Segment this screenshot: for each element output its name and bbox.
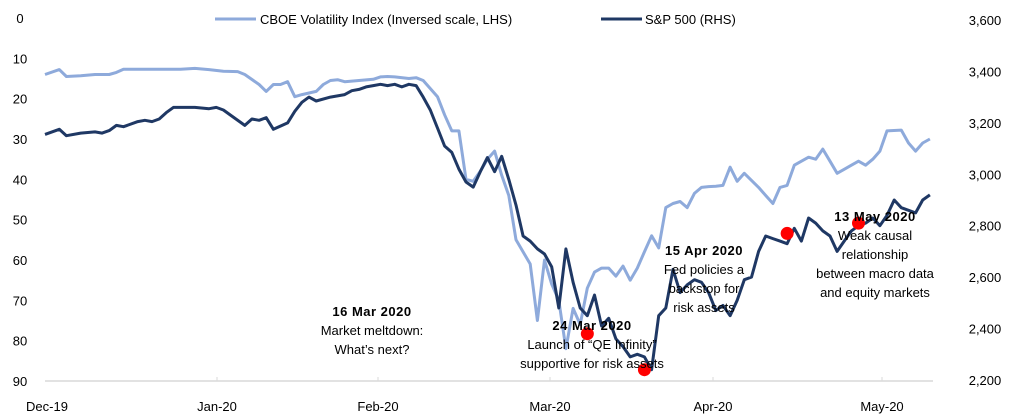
annotations-layer: 16 Mar 2020 Market meltdown: What’s next? 2… [321, 209, 935, 371]
event-marker [637, 363, 651, 377]
right-y-tick-label: 2,400 [969, 322, 1002, 337]
annotation-text: between macro data [816, 266, 935, 281]
legend: CBOE Volatility Index (Inversed scale, L… [215, 12, 736, 27]
left-y-tick-label: 90 [13, 374, 27, 389]
left-y-tick-label: 30 [13, 132, 27, 147]
annotation-date: 15 Apr 2020 [665, 243, 743, 258]
sp500-series-line [44, 82, 931, 372]
left-y-tick-label: 70 [13, 293, 27, 308]
annotation-date: 16 Mar 2020 [332, 304, 411, 319]
right-y-tick-label: 3,000 [969, 167, 1002, 182]
markers-layer [580, 216, 866, 377]
annotation-text: Weak causal [838, 228, 912, 243]
axes: Dec-19 Jan-20 Feb-20 Mar-20 Apr-20 May-20 0 10 2… [13, 11, 1002, 414]
annotation-text: risk assets [673, 300, 735, 315]
annotation-text: Launch of “QE Infinity” [527, 337, 656, 352]
annotation-text: and equity markets [820, 285, 930, 300]
annotation-text: Market meltdown: [321, 323, 424, 338]
right-y-tick-label: 3,400 [969, 64, 1002, 79]
series-layer [44, 66, 931, 372]
left-y-tick-label: 10 [13, 51, 27, 66]
x-tick-label: Mar-20 [529, 399, 570, 414]
right-y-tick-label: 3,200 [969, 116, 1002, 131]
annotation-text: supportive for risk assets [520, 356, 664, 371]
x-tick-label: Jan-20 [197, 399, 237, 414]
left-y-tick-label: 50 [13, 213, 27, 228]
annotation-date: 13 May 2020 [834, 209, 915, 224]
right-y-tick-label: 2,600 [969, 270, 1002, 285]
legend-label-sp500: S&P 500 (RHS) [645, 12, 736, 27]
left-y-tick-label: 80 [13, 334, 27, 349]
annotation-text: What’s next? [335, 342, 410, 357]
event-marker [852, 216, 866, 230]
left-y-tick-label: 20 [13, 92, 27, 107]
x-tick-label: Feb-20 [357, 399, 398, 414]
vix-series-line [44, 66, 931, 351]
left-y-tick-label: 60 [13, 253, 27, 268]
annotation-text: backstop for [669, 281, 740, 296]
right-y-tick-label: 3,600 [969, 13, 1002, 28]
left-y-tick-label: 0 [16, 11, 23, 26]
legend-label-vix: CBOE Volatility Index (Inversed scale, L… [260, 12, 512, 27]
left-y-tick-label: 40 [13, 172, 27, 187]
x-tick-label: Dec-19 [26, 399, 68, 414]
x-tick-label: Apr-20 [693, 399, 732, 414]
annotation-text: relationship [842, 247, 909, 262]
event-marker [780, 226, 794, 240]
annotation-date: 24 Mar 2020 [552, 318, 631, 333]
event-marker [580, 327, 594, 341]
right-y-tick-label: 2,200 [969, 373, 1002, 388]
right-y-tick-label: 2,800 [969, 219, 1002, 234]
annotation-text: Fed policies a [664, 262, 745, 277]
x-tick-label: May-20 [860, 399, 903, 414]
